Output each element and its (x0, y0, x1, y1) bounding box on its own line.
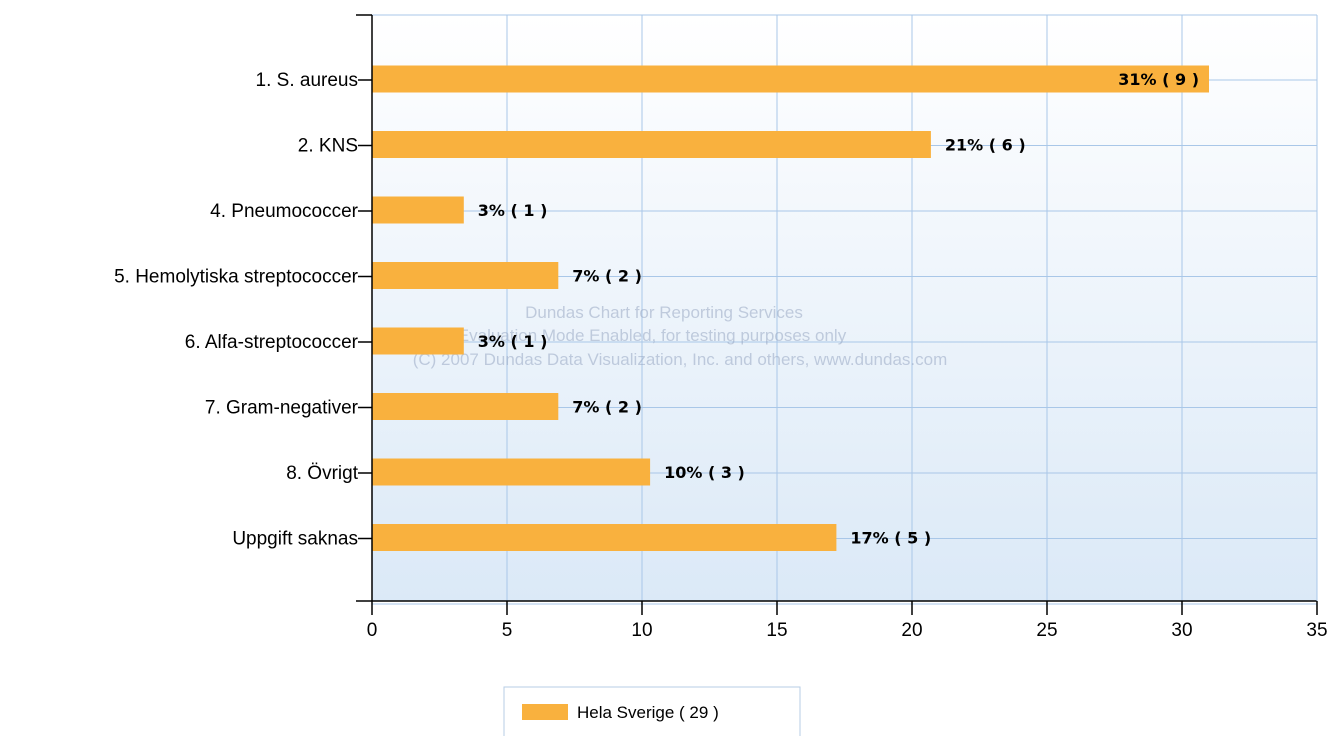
category-label: 5. Hemolytiska streptococcer (114, 267, 359, 288)
plot-area (372, 15, 1317, 601)
data-label: 21% ( 6 ) (945, 136, 1026, 155)
data-label: 10% ( 3 ) (664, 463, 745, 482)
bar-layer: 31% ( 9 ) 21% ( 6 ) 3% ( 1 ) 7% ( 2 ) 3% ( 1… (372, 65, 1209, 551)
bar (372, 458, 651, 486)
data-label: 7% ( 2 ) (572, 267, 642, 286)
data-label: 7% ( 2 ) (572, 398, 642, 417)
x-tick-label: 35 (1306, 620, 1327, 641)
bar (372, 196, 464, 224)
data-label: 3% ( 1 ) (478, 201, 548, 220)
category-label: 2. KNS (298, 136, 358, 157)
watermark-line-1: Dundas Chart for Reporting Services (525, 303, 803, 322)
data-label: 17% ( 5 ) (850, 529, 931, 548)
bar (372, 262, 559, 289)
legend-swatch (522, 704, 568, 720)
bar (372, 65, 1209, 93)
watermark-line-3: (C) 2007 Dundas Data Visualization, Inc.… (413, 350, 948, 369)
category-label: 7. Gram-negativer (205, 398, 359, 419)
x-tick-label: 15 (766, 620, 787, 641)
bar (372, 131, 931, 158)
watermark-line-2: Evaluation Mode Enabled, for testing pur… (458, 326, 847, 345)
x-tick-label: 30 (1171, 620, 1192, 641)
category-label: 1. S. aureus (256, 70, 358, 91)
bar (372, 327, 464, 355)
category-label: 4. Pneumococcer (210, 201, 359, 222)
x-tick-label: 20 (901, 620, 922, 641)
x-tick-label: 0 (367, 620, 378, 641)
legend-label: Hela Sverige ( 29 ) (577, 703, 719, 722)
x-tick-label: 10 (631, 620, 652, 641)
bar (372, 393, 559, 420)
data-label: 3% ( 1 ) (478, 332, 548, 351)
data-label: 31% ( 9 ) (1118, 70, 1199, 89)
x-tick-label: 25 (1036, 620, 1057, 641)
bar (372, 524, 837, 551)
category-label: 6. Alfa-streptococcer (185, 332, 359, 353)
category-label: Uppgift saknas (232, 529, 358, 550)
axis-layer: 1. S. aureus 2. KNS 4. Pneumococcer 5. Hemo… (114, 14, 1328, 641)
legend: Hela Sverige ( 29 ) (503, 686, 801, 736)
x-tick-label: 5 (502, 620, 513, 641)
watermark: Dundas Chart for Reporting Services Eval… (413, 303, 948, 369)
category-label: 8. Övrigt (286, 463, 359, 484)
